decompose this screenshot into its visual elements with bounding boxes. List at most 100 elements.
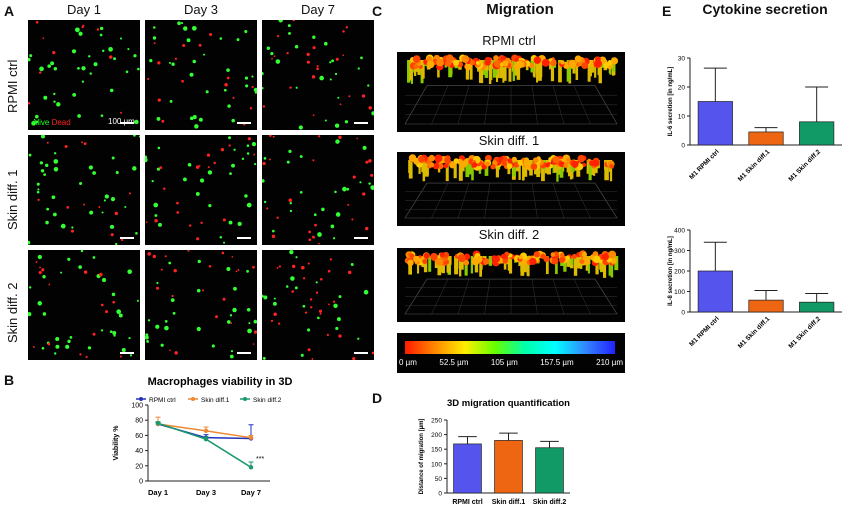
surface-cell (449, 161, 456, 169)
dead-cell (342, 54, 345, 57)
alive-cell (65, 344, 70, 349)
y-tick-label: 20 (678, 85, 686, 92)
surface-cell (431, 256, 437, 262)
dead-cell (109, 55, 113, 59)
significance-annotation: *** (256, 456, 264, 463)
alive-cell (241, 157, 245, 161)
surface-cell (543, 256, 550, 263)
data-point (155, 421, 161, 426)
alive-cell (360, 56, 363, 60)
alive-cell (51, 195, 56, 200)
surface-cell (563, 162, 569, 168)
alive-cell (262, 87, 264, 90)
dead-cell (176, 211, 180, 214)
alive-cell (160, 343, 164, 347)
surface-cell (607, 60, 613, 66)
surface-cell (491, 255, 497, 261)
migrating-cell (610, 256, 614, 278)
dead-cell (266, 207, 269, 210)
alive-cell (54, 352, 57, 355)
dead-cell (307, 262, 310, 265)
alive-cell (149, 58, 153, 63)
alive-cell (147, 319, 151, 322)
scale-bar (237, 237, 251, 239)
alive-cell (53, 100, 56, 103)
surface-cell (568, 60, 577, 68)
dead-cell (312, 46, 316, 50)
surface-cell (423, 252, 430, 259)
surface-cell (412, 255, 420, 263)
migrating-cell (588, 60, 592, 77)
alive-cell (371, 111, 374, 116)
alive-cell (194, 124, 199, 129)
dead-cell (310, 306, 313, 309)
alive-cell (153, 26, 156, 29)
dead-cell (342, 30, 345, 33)
dead-cell (42, 37, 45, 39)
alive-cell (313, 213, 317, 217)
surface-cell (434, 154, 443, 163)
surface-cell (418, 155, 425, 163)
surface-cell (453, 59, 460, 66)
view-label-skin1: Skin diff. 1 (478, 133, 540, 148)
x-tick-label: Day 7 (241, 488, 261, 497)
alive-cell (67, 257, 71, 261)
alive-cell (81, 80, 85, 83)
migrating-cell (587, 256, 590, 274)
migrating-cell (479, 256, 483, 277)
migrating-cell (587, 60, 591, 82)
surface-cell (457, 254, 466, 263)
alive-cell (191, 25, 197, 31)
alive-cell (37, 254, 42, 260)
surface-cell (444, 157, 451, 164)
alive-cell (289, 209, 293, 213)
alive-cell (154, 214, 158, 217)
bar (453, 443, 482, 494)
dead-cell (288, 198, 293, 202)
surface-cell (592, 255, 601, 264)
alive-cell (246, 269, 249, 273)
dead-cell (81, 141, 84, 144)
surface-cell (436, 58, 444, 67)
alive-cell (55, 336, 60, 342)
dead-cell (35, 261, 38, 264)
alive-cell (47, 64, 51, 68)
alive-cell (170, 298, 175, 303)
migrating-cell (512, 160, 516, 177)
alive-cell (302, 304, 306, 308)
dead-cell (306, 52, 310, 56)
alive-cell (272, 301, 277, 306)
alive-cell (168, 61, 172, 64)
alive-cell (319, 75, 324, 81)
surface-cell (501, 160, 507, 167)
alive-cell (247, 328, 252, 334)
dead-cell (251, 85, 254, 89)
alive-cell (288, 31, 291, 35)
legend-entry: Skin diff.2 (253, 397, 282, 404)
alive-cell (136, 299, 139, 302)
alive-cell (110, 197, 116, 202)
dead-cell (215, 315, 218, 319)
dead-cell (160, 268, 163, 271)
dead-cell (253, 153, 256, 156)
alive-cell (244, 29, 248, 34)
alive-cell (324, 119, 327, 122)
alive-cell (50, 61, 55, 66)
viability-plot: 0 20 40 60 80 100 Day 1 Day 3 Day 7 Viability % **… (113, 403, 270, 497)
dead-cell (38, 71, 42, 74)
dead-cell (187, 250, 190, 252)
alive-cell (37, 188, 40, 191)
alive-cell (195, 191, 200, 196)
dead-cell (326, 333, 329, 337)
migrating-cell (458, 160, 463, 181)
alive-cell (171, 62, 175, 66)
alive-cell (368, 182, 371, 185)
migrating-cell (522, 160, 525, 181)
migrating-cell (459, 256, 462, 277)
dead-cell (226, 76, 230, 80)
alive-cell (273, 297, 276, 300)
dead-cell (271, 57, 273, 60)
migrating-cell (545, 256, 549, 275)
alive-cell (152, 36, 157, 40)
micrograph-tile (145, 20, 257, 130)
